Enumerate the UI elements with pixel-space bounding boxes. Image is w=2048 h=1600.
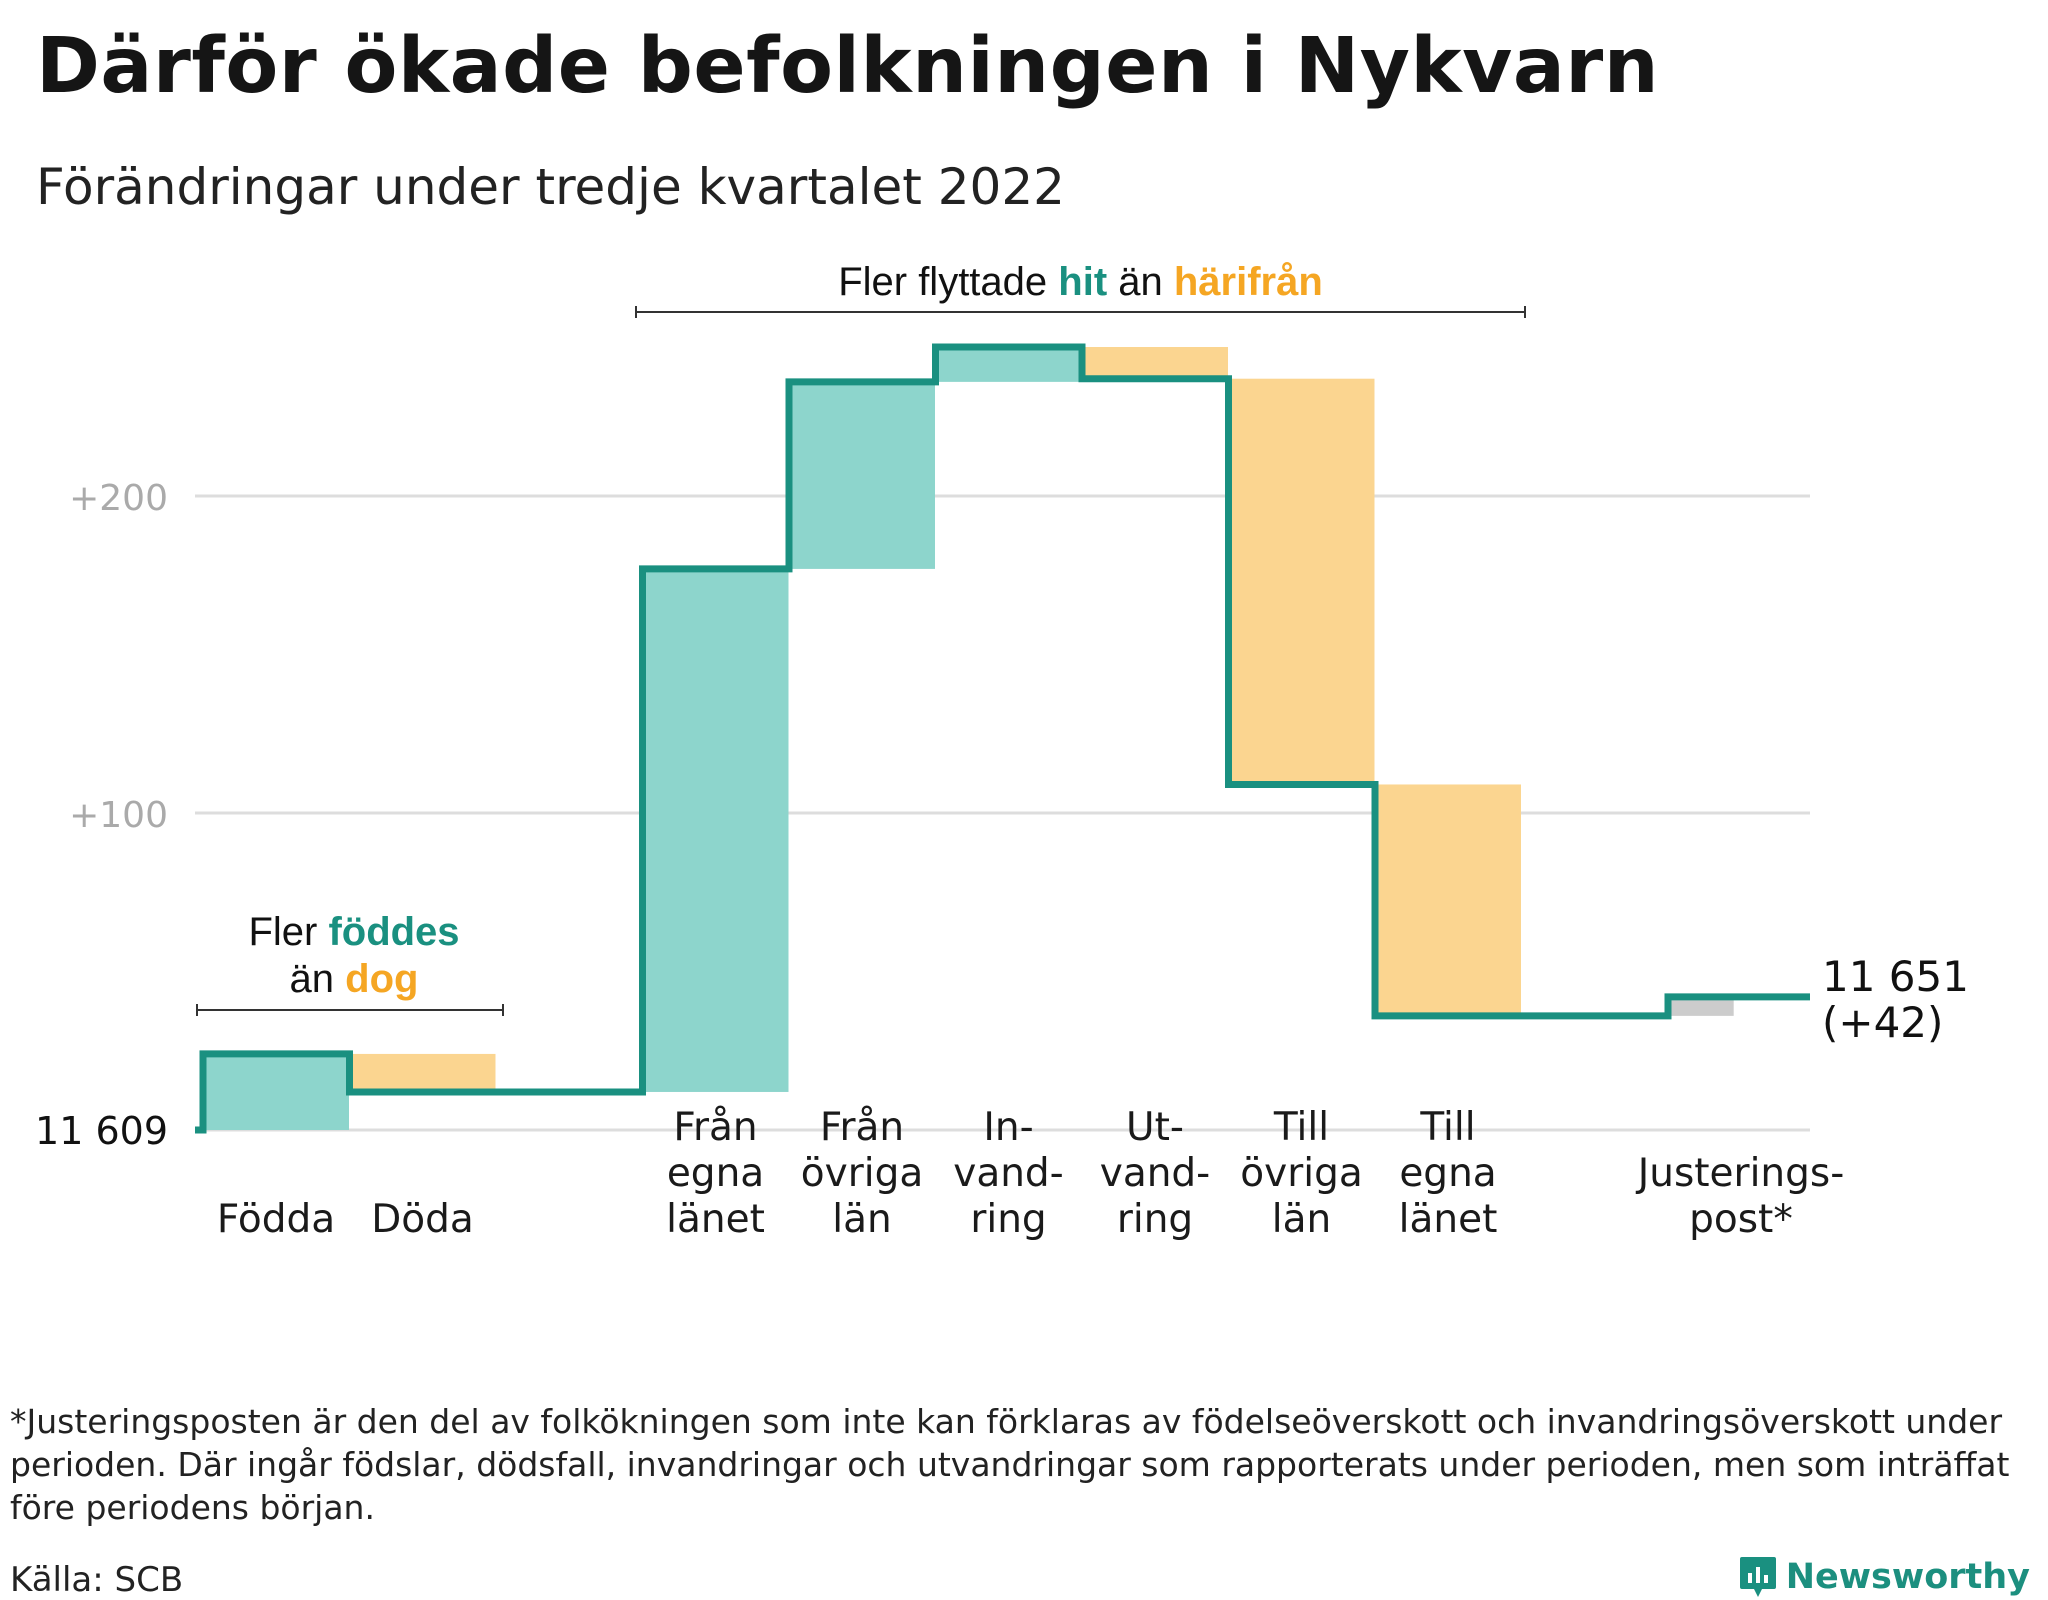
waterfall-bar <box>1668 996 1734 1016</box>
brand-name: Newsworthy <box>1785 1557 2030 1597</box>
x-category-label: Födda <box>217 1197 335 1242</box>
births-bracket <box>196 1004 504 1016</box>
y-tick-label: +100 <box>69 795 168 836</box>
chart-title: Därför ökade befolkningen i Nykvarn <box>36 22 1660 111</box>
source-label: Källa: SCB <box>10 1560 184 1600</box>
cumulative-step-line <box>195 343 1810 1134</box>
x-category-label: Från egna länet <box>666 1105 765 1242</box>
waterfall-bar <box>1375 784 1521 1016</box>
x-category-label: Ut-vand-ring <box>1100 1105 1211 1242</box>
migration-annotation: Fler flyttade hit än härifrån <box>838 260 1323 304</box>
births-annotation-line2: än dog <box>290 957 419 1001</box>
waterfall-bar <box>1082 347 1228 379</box>
end-value-label: 11 651 <box>1822 952 1969 1001</box>
migration-bracket <box>635 306 1526 318</box>
waterfall-bar <box>935 347 1082 382</box>
waterfall-bar <box>789 381 935 569</box>
waterfall-bar <box>1228 378 1375 785</box>
chart-subtitle: Förändringar under tredje kvartalet 2022 <box>36 158 1065 216</box>
y-tick-label: +200 <box>69 478 168 519</box>
footnote: *Justeringsposten är den del av folkökni… <box>10 1402 2010 1527</box>
x-category-label: Till övriga län <box>1240 1105 1362 1242</box>
x-category-label: Döda <box>371 1197 474 1242</box>
x-category-label: Från övriga län <box>801 1105 923 1242</box>
x-category-label: In-vand-ring <box>953 1105 1064 1242</box>
x-category-label: Justerings-post* <box>1635 1151 1845 1242</box>
brand-logo: Newsworthy <box>1738 1555 2030 1599</box>
end-change-label: (+42) <box>1822 998 1943 1047</box>
waterfall-bar <box>203 1053 349 1130</box>
x-category-label: Till egna länet <box>1399 1105 1498 1242</box>
newsworthy-logo-icon <box>1739 1557 1776 1597</box>
waterfall-bar <box>642 568 789 1092</box>
births-annotation-line1: Fler föddes <box>248 910 459 954</box>
waterfall-chart: +100 +200 Födda Döda Från egna länet Från övriga… <box>35 260 1969 1242</box>
base-value-label: 11 609 <box>35 1109 168 1153</box>
waterfall-bar <box>349 1053 496 1092</box>
